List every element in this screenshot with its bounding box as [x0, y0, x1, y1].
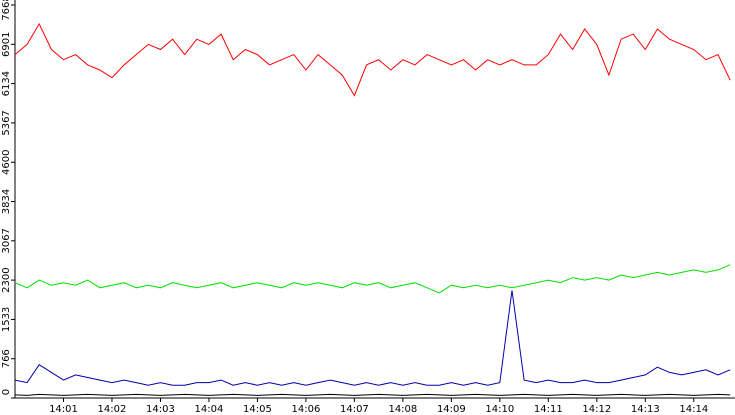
- x-tick-label: 14:02: [98, 404, 127, 415]
- y-tick-label: 6901: [1, 32, 12, 57]
- x-tick-label: 14:12: [582, 404, 611, 415]
- y-tick-label: 2300: [1, 267, 12, 292]
- y-tick-label: 1533: [1, 307, 12, 332]
- series-line: [14, 22, 731, 97]
- x-tick-label: 14:04: [195, 404, 224, 415]
- series-line: [14, 290, 731, 386]
- x-tick-label: 14:09: [437, 404, 466, 415]
- x-tick-label: 14:06: [291, 404, 320, 415]
- x-tick-label: 14:11: [534, 404, 563, 415]
- x-tick-label: 14:01: [49, 404, 78, 415]
- series-line: [14, 264, 731, 294]
- x-tick-label: 14:14: [679, 404, 708, 415]
- y-tick-label: 4600: [1, 150, 12, 175]
- x-tick-label: 14:10: [485, 404, 514, 415]
- y-tick-label: 0: [1, 389, 12, 395]
- series-line: [14, 393, 731, 396]
- x-tick-label: 14:03: [146, 404, 175, 415]
- y-tick-label: 766: [1, 349, 12, 368]
- x-tick-label: 14:07: [340, 404, 369, 415]
- y-tick-label: 6134: [1, 71, 12, 96]
- x-tick-label: 14:13: [631, 404, 660, 415]
- y-tick-label: 3067: [1, 228, 12, 253]
- x-tick-label: 14:08: [388, 404, 417, 415]
- y-tick-label: 7668: [1, 0, 12, 21]
- y-tick-label: 5367: [1, 110, 12, 135]
- x-tick-label: 14:05: [243, 404, 272, 415]
- y-tick-label: 3834: [1, 189, 12, 214]
